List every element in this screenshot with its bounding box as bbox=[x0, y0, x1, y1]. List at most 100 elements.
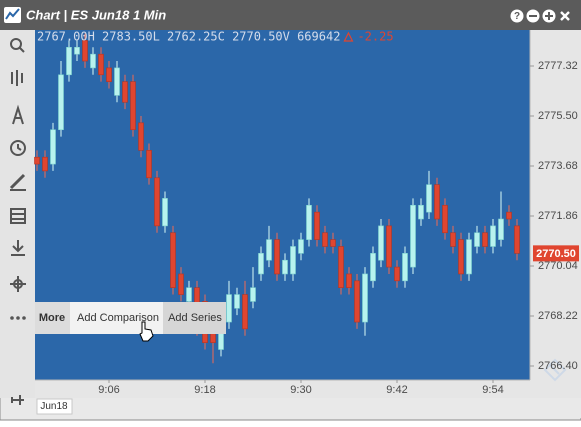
candle-body bbox=[130, 81, 136, 131]
menu-label[interactable]: Add Comparison bbox=[77, 312, 159, 324]
candle-body bbox=[514, 225, 520, 254]
candle-body bbox=[258, 253, 264, 275]
cursor bbox=[139, 321, 154, 342]
candle-body bbox=[146, 150, 152, 179]
x-axis-panel bbox=[35, 380, 530, 398]
candle-body bbox=[66, 47, 72, 76]
more-dots[interactable] bbox=[10, 316, 26, 320]
window-title: Chart | ES Jun18 1 Min bbox=[26, 7, 166, 22]
candle-body bbox=[58, 74, 64, 131]
candle-body bbox=[250, 287, 256, 302]
y-tick-label: 2771.86 bbox=[538, 210, 578, 222]
candle-body bbox=[370, 253, 376, 282]
candle-body bbox=[290, 246, 296, 275]
crosshair-tool[interactable] bbox=[10, 276, 26, 292]
candle-body bbox=[170, 232, 176, 288]
candle-body bbox=[354, 280, 360, 323]
download-tool[interactable] bbox=[11, 240, 25, 256]
y-axis-panel bbox=[530, 30, 581, 398]
tab[interactable] bbox=[36, 398, 73, 415]
studies-tool[interactable] bbox=[11, 70, 23, 86]
add-series-button[interactable] bbox=[163, 302, 226, 334]
menu-label[interactable]: More bbox=[39, 312, 65, 324]
candle-body bbox=[282, 259, 288, 275]
candle-body bbox=[90, 53, 96, 69]
candle-body bbox=[378, 225, 384, 261]
candle-body bbox=[306, 204, 312, 240]
y-tick-label: 2773.68 bbox=[538, 160, 578, 172]
candle-body bbox=[434, 184, 440, 220]
candle-body bbox=[410, 204, 416, 268]
candle-body bbox=[346, 273, 352, 288]
candle-body bbox=[154, 177, 160, 227]
y-tick-label: 2777.32 bbox=[538, 60, 578, 72]
x-tick-label: 9:18 bbox=[194, 384, 215, 396]
candle-body bbox=[50, 129, 56, 165]
menu-label[interactable]: Add Series bbox=[168, 312, 222, 324]
candle-body bbox=[458, 239, 464, 275]
drawing-tool[interactable] bbox=[12, 104, 24, 125]
candle-body bbox=[394, 266, 400, 282]
candle-body bbox=[34, 156, 40, 165]
candle-body bbox=[402, 253, 408, 282]
x-tick-label: 9:30 bbox=[290, 384, 311, 396]
candle-body bbox=[74, 47, 80, 55]
title-bar bbox=[0, 0, 581, 30]
candle-body bbox=[234, 294, 240, 309]
x-tick-label: 9:42 bbox=[386, 384, 407, 396]
candle-body bbox=[274, 239, 280, 275]
help-glyph[interactable]: ? bbox=[514, 11, 520, 22]
minimize-button[interactable] bbox=[526, 9, 540, 23]
time-tool[interactable] bbox=[10, 140, 26, 156]
y-tick-label: 2768.22 bbox=[538, 310, 578, 322]
candle-body bbox=[98, 53, 104, 76]
pin-tool[interactable] bbox=[11, 395, 24, 405]
maximize-button[interactable] bbox=[542, 9, 556, 23]
candle-body bbox=[450, 232, 456, 247]
candle-body bbox=[266, 239, 272, 261]
candle-body bbox=[114, 67, 120, 96]
candle-body bbox=[498, 218, 504, 240]
pen-tool[interactable] bbox=[9, 173, 26, 191]
close-button[interactable] bbox=[560, 11, 570, 21]
candle-body bbox=[330, 239, 336, 247]
candle-body bbox=[242, 294, 248, 330]
help-button[interactable]: ? bbox=[510, 9, 524, 23]
search-tool[interactable] bbox=[10, 38, 25, 53]
change-value: -2.25 bbox=[357, 30, 393, 44]
tab-label[interactable]: Jun18 bbox=[40, 401, 68, 412]
y-tick-label: 2766.40 bbox=[538, 360, 578, 372]
candle-body bbox=[482, 232, 488, 247]
candle-body bbox=[106, 67, 112, 82]
candle-body bbox=[162, 198, 168, 227]
last-price-label: 2770.50 bbox=[536, 248, 576, 260]
candle-body bbox=[322, 232, 328, 247]
candle-body bbox=[178, 273, 184, 295]
y-tick-label: 2775.50 bbox=[538, 110, 578, 122]
candle-body bbox=[314, 211, 320, 240]
candle-body bbox=[490, 225, 496, 247]
candle-body bbox=[362, 273, 368, 323]
change-icon bbox=[343, 31, 354, 42]
layout-tool[interactable] bbox=[10, 208, 26, 224]
candle-body bbox=[138, 122, 144, 151]
candle-body bbox=[474, 232, 480, 247]
candle-body bbox=[386, 225, 392, 268]
ohlc-stats: 2767.00H 2783.50L 2762.25C 2770.50V 6696… bbox=[37, 30, 340, 44]
candle-body bbox=[186, 287, 192, 302]
app-icon bbox=[4, 7, 21, 23]
x-tick-label: 9:54 bbox=[482, 384, 503, 396]
candle-body bbox=[418, 204, 424, 220]
watermark bbox=[543, 358, 567, 382]
candle-body bbox=[298, 239, 304, 254]
tab-bar bbox=[35, 398, 581, 418]
candle-body bbox=[442, 204, 448, 234]
y-tick-label: 2770.04 bbox=[538, 260, 578, 272]
add-comparison-button[interactable] bbox=[70, 302, 163, 334]
more-button[interactable] bbox=[35, 302, 70, 334]
x-tick-label: 9:06 bbox=[98, 384, 119, 396]
last-price-box bbox=[533, 245, 579, 262]
candle-body bbox=[466, 239, 472, 275]
candle-body bbox=[226, 294, 232, 323]
